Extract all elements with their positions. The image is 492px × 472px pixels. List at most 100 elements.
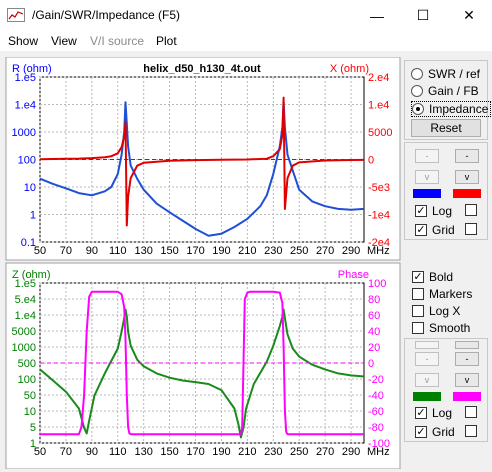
bottom-series-left-line bbox=[39, 308, 365, 439]
bottom-log-checkbox[interactable]: ✓ Log bbox=[415, 406, 452, 420]
radio-gain[interactable]: Gain / FB bbox=[411, 84, 479, 98]
bottom-left-tick-label: 1.e4 bbox=[15, 310, 36, 322]
bottom-right-tick-label: -40 bbox=[368, 390, 384, 402]
bottom-right-log-checkbox[interactable] bbox=[465, 406, 482, 418]
top-left-tick-label: 100 bbox=[18, 155, 36, 167]
smooth-checkbox[interactable]: Smooth bbox=[412, 321, 470, 335]
bottom-x-tick-label: 230 bbox=[264, 446, 282, 458]
bottom-grid-checkbox[interactable]: ✓ Grid bbox=[415, 425, 455, 439]
top-left-v-button[interactable]: v bbox=[415, 170, 439, 184]
menu-show[interactable]: Show bbox=[8, 34, 39, 48]
top-grid-checkbox[interactable]: ✓ Grid bbox=[415, 223, 455, 237]
radio-swr[interactable]: SWR / ref bbox=[411, 67, 480, 81]
top-axis-panel: - - v v ✓ Log ✓ Grid bbox=[404, 142, 488, 240]
top-left-color-swatch[interactable] bbox=[413, 189, 441, 198]
top-right-color-swatch[interactable] bbox=[453, 189, 481, 198]
bottom-left-tick-label: 1.e5 bbox=[15, 278, 36, 290]
bottom-x-tick-label: 250 bbox=[290, 446, 308, 458]
radio-swr-label: SWR / ref bbox=[428, 67, 481, 81]
bottom-right-tick-label: 0 bbox=[368, 358, 374, 370]
markers-checkbox[interactable]: Markers bbox=[412, 287, 472, 301]
top-series-left-line bbox=[39, 101, 365, 237]
radio-gain-label: Gain / FB bbox=[428, 84, 479, 98]
plot-area: 50 70 90 110 130 150 170 190 210 230 250 270 290 MHz 1… bbox=[0, 56, 402, 470]
top-right-v-button[interactable]: v bbox=[455, 170, 479, 184]
bottom-left-tick-label: 100 bbox=[18, 374, 36, 386]
bottom-left-plus-button[interactable] bbox=[415, 341, 439, 349]
menu-bar: Show View V/I source Plot bbox=[0, 31, 492, 51]
title-bar: /Gain/SWR/Impedance (F5) — ☐ ✕ bbox=[0, 0, 492, 31]
top-grid-check-icon: ✓ bbox=[415, 224, 427, 236]
top-x-tick-label: 130 bbox=[135, 245, 153, 257]
bottom-left-tick-label: 5.e4 bbox=[15, 294, 36, 306]
top-right-tick-label: 5000 bbox=[368, 127, 392, 139]
bottom-x-tick-label: 190 bbox=[212, 446, 230, 458]
top-x-tick-label: 150 bbox=[160, 245, 178, 257]
bottom-x-tick-label: 110 bbox=[109, 446, 127, 458]
bottom-series-right-line bbox=[40, 290, 364, 436]
top-log-checkbox[interactable]: ✓ Log bbox=[415, 204, 452, 218]
smooth-box bbox=[412, 322, 424, 334]
bottom-right-minus-button[interactable]: - bbox=[455, 352, 479, 366]
radio-impedance[interactable]: Impedance bbox=[411, 101, 492, 117]
bottom-right-tick-label: 60 bbox=[368, 310, 380, 322]
top-x-tick-label: 190 bbox=[212, 245, 230, 257]
top-x-tick-label: 230 bbox=[264, 245, 282, 257]
bottom-left-v-button[interactable]: v bbox=[415, 373, 439, 387]
bottom-right-tick-label: 80 bbox=[368, 294, 380, 306]
bottom-right-tick-label: 20 bbox=[368, 342, 380, 354]
bottom-right-axis-label: Phase bbox=[338, 269, 369, 281]
bottom-log-label: Log bbox=[432, 406, 453, 420]
close-button[interactable]: ✕ bbox=[446, 0, 492, 31]
bottom-right-color-swatch[interactable] bbox=[453, 392, 481, 401]
bottom-left-minus-button[interactable]: - bbox=[415, 352, 439, 366]
logx-checkbox[interactable]: Log X bbox=[412, 304, 460, 318]
bottom-x-unit: MHz bbox=[367, 446, 390, 458]
bottom-left-color-swatch[interactable] bbox=[413, 392, 441, 401]
bottom-grid-label: Grid bbox=[432, 425, 455, 439]
radio-impedance-dot bbox=[412, 103, 424, 115]
top-x-tick-label: 110 bbox=[109, 245, 127, 257]
bottom-right-v-button[interactable]: v bbox=[455, 373, 479, 387]
top-left-tick-label: 1 bbox=[30, 210, 36, 222]
top-right-grid-checkbox[interactable] bbox=[465, 223, 482, 235]
top-x-tick-label: 70 bbox=[60, 245, 72, 257]
minimize-button[interactable]: — bbox=[354, 0, 400, 31]
bottom-right-tick-label: 100 bbox=[368, 278, 386, 290]
top-left-tick-label: 1000 bbox=[12, 127, 36, 139]
top-left-tick-label: 10 bbox=[24, 182, 36, 194]
bottom-x-tick-label: 50 bbox=[34, 446, 46, 458]
bottom-left-tick-label: 10 bbox=[24, 406, 36, 418]
bottom-x-tick-label: 130 bbox=[135, 446, 153, 458]
menu-vi-source[interactable]: V/I source bbox=[90, 34, 145, 48]
bottom-right-grid-checkbox[interactable] bbox=[465, 425, 482, 437]
bottom-left-tick-label: 1000 bbox=[12, 342, 36, 354]
bottom-right-tick-label: -80 bbox=[368, 422, 384, 434]
menu-view[interactable]: View bbox=[51, 34, 77, 48]
smooth-label: Smooth bbox=[429, 321, 471, 335]
bottom-right-grid-box bbox=[465, 425, 477, 437]
bottom-x-tick-label: 290 bbox=[342, 446, 360, 458]
bottom-left-tick-label: 1 bbox=[30, 438, 36, 450]
top-left-axis-label: R (ohm) bbox=[12, 63, 52, 75]
maximize-button[interactable]: ☐ bbox=[400, 0, 446, 31]
bottom-x-tick-label: 90 bbox=[86, 446, 98, 458]
markers-box bbox=[412, 288, 424, 300]
top-left-minus-button[interactable]: - bbox=[415, 149, 439, 163]
top-x-tick-label: 50 bbox=[34, 245, 46, 257]
reset-button[interactable]: Reset bbox=[411, 119, 481, 137]
top-x-tick-label: 270 bbox=[316, 245, 334, 257]
top-right-tick-label: 2.e4 bbox=[368, 72, 389, 84]
menu-plot[interactable]: Plot bbox=[156, 34, 177, 48]
top-right-tick-label: 0 bbox=[368, 155, 374, 167]
bold-checkbox[interactable]: ✓ Bold bbox=[412, 270, 453, 284]
top-right-log-checkbox[interactable] bbox=[465, 204, 482, 216]
bottom-right-plus-button[interactable] bbox=[455, 341, 479, 349]
top-x-tick-label: 170 bbox=[186, 245, 204, 257]
radio-impedance-label: Impedance bbox=[429, 102, 489, 116]
top-x-unit: MHz bbox=[367, 245, 390, 257]
bottom-left-tick-label: 5000 bbox=[12, 326, 36, 338]
options-panel: ✓ Bold Markers Log X Smooth bbox=[404, 266, 488, 338]
top-left-tick-label: 1.e5 bbox=[15, 72, 36, 84]
top-right-minus-button[interactable]: - bbox=[455, 149, 479, 163]
